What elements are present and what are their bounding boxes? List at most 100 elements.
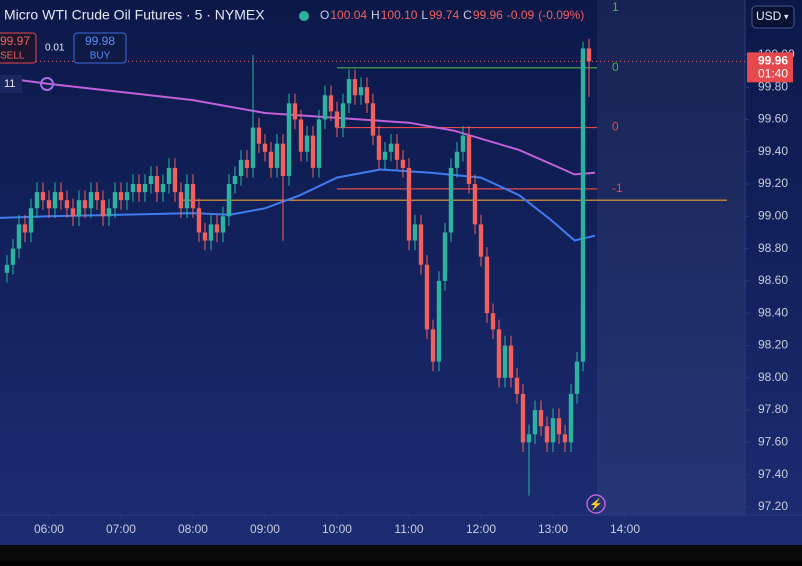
x-tick-label: 12:00 <box>466 522 496 536</box>
candle-body <box>412 224 418 241</box>
candle-body <box>124 192 130 201</box>
candle-body <box>262 143 268 152</box>
candle-body <box>232 175 238 185</box>
currency-caret: ▾ <box>784 11 789 21</box>
y-tick-label: 97.20 <box>758 499 788 513</box>
indicator-handle[interactable] <box>40 77 54 91</box>
axes: 97.20 97.40 97.60 97.80 98.00 98.20 98.40 98.60… <box>34 47 795 536</box>
candle-body <box>454 151 460 168</box>
candle-body <box>442 232 448 281</box>
buy-button[interactable] <box>73 32 127 64</box>
candle-body <box>118 192 124 201</box>
y-tick-label: 98.40 <box>758 305 788 319</box>
candle-body <box>172 167 178 193</box>
candle-body <box>46 200 52 209</box>
currency[interactable]: USD <box>756 9 782 23</box>
candle-body <box>28 208 34 233</box>
candle-body <box>166 167 172 185</box>
sell-price[interactable]: 99.97 <box>0 34 30 48</box>
level-label: 0 <box>612 60 619 74</box>
candle-body <box>244 159 250 168</box>
ohlc-value: 100.10 <box>381 8 418 22</box>
candle-body <box>394 143 400 160</box>
candle-body <box>580 48 586 362</box>
candle-body <box>52 192 58 209</box>
ohlc-key: H <box>371 8 380 22</box>
candle-body <box>388 143 394 152</box>
candle-body <box>508 345 514 378</box>
candle-body <box>208 224 214 241</box>
candle-body <box>334 111 340 128</box>
level-label: 0 <box>612 120 619 134</box>
candle-body <box>484 256 490 314</box>
buy-price[interactable]: 99.98 <box>85 34 115 48</box>
ohlc-key: O <box>320 8 329 22</box>
candle-body <box>214 224 220 233</box>
alert-icon[interactable] <box>586 494 606 514</box>
candle-body <box>100 200 106 217</box>
candle-body <box>358 87 364 96</box>
candle-body <box>448 167 454 233</box>
candle-body <box>400 159 406 168</box>
y-tick-label: 97.80 <box>758 402 788 416</box>
candle-body <box>58 192 64 201</box>
candle-body <box>322 95 328 120</box>
candle-body <box>406 167 412 241</box>
candle-body <box>286 103 292 176</box>
alert-bolt: ⚡ <box>589 498 603 511</box>
x-tick-label: 09:00 <box>250 522 280 536</box>
candle-body <box>238 159 244 176</box>
y-tick-label: 99.40 <box>758 144 788 158</box>
candle-body <box>190 184 196 209</box>
candle-body <box>22 224 28 233</box>
chart-title: Micro WTI Crude Oil Futures · 5 · NYMEX <box>4 7 265 23</box>
candle-body <box>340 103 346 128</box>
candle-body <box>142 184 148 193</box>
change-percent: (-0.09%) <box>538 8 584 22</box>
candle-body <box>154 175 160 193</box>
y-tick-label: 98.80 <box>758 241 788 255</box>
candle-body <box>250 127 256 168</box>
sell-label[interactable]: SELL <box>0 51 25 62</box>
currency-button[interactable] <box>751 5 795 29</box>
x-tick-label: 11:00 <box>394 522 423 536</box>
future-zone <box>597 0 745 515</box>
buy-label[interactable]: BUY <box>90 51 111 62</box>
candle-body <box>514 377 520 394</box>
bottom-strip <box>0 545 802 561</box>
x-tick-label: 13:00 <box>538 522 568 536</box>
candle-body <box>316 119 322 168</box>
y-tick-label: 99.00 <box>758 209 788 223</box>
last-price: 99.96 <box>758 54 788 68</box>
candle-body <box>304 135 310 152</box>
ohlc-key: C <box>463 8 472 22</box>
candle-body <box>346 79 352 104</box>
candle-body <box>226 184 232 217</box>
x-tick-label: 14:00 <box>610 522 640 536</box>
candle-body <box>136 184 142 193</box>
candle-body <box>532 410 538 435</box>
candle-body <box>556 418 562 435</box>
candle-body <box>178 192 184 209</box>
candle-body <box>88 192 94 209</box>
y-tick-label: 98.20 <box>758 338 788 352</box>
candle-body <box>292 103 298 120</box>
x-tick-label: 06:00 <box>34 522 64 536</box>
candle-body <box>562 434 568 443</box>
y-tick-label: 97.60 <box>758 435 788 449</box>
candle-body <box>70 208 76 217</box>
candle-body <box>184 184 190 209</box>
candle-body <box>16 224 22 249</box>
candle-body <box>10 248 16 265</box>
candle-body <box>520 393 526 443</box>
y-tick-label: 98.60 <box>758 273 788 287</box>
sell-button[interactable] <box>0 32 37 64</box>
indicator-box <box>0 75 22 93</box>
y-tick-label: 99.20 <box>758 176 788 190</box>
candle-body <box>364 87 370 104</box>
candle-body <box>148 175 154 185</box>
candle-body <box>502 345 508 378</box>
candle-body <box>82 200 88 209</box>
candle-body <box>64 200 70 209</box>
